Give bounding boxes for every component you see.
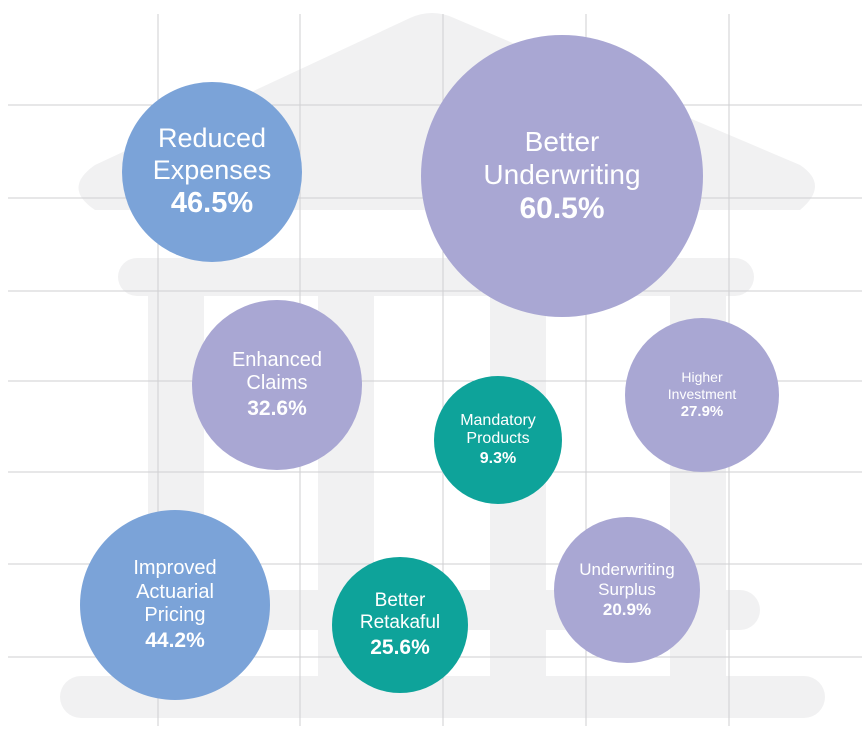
page: {"chart_data": {"type": "bubble", "categ… <box>0 0 868 740</box>
bubble-label: Improved Actuarial Pricing <box>133 557 216 628</box>
bubble-label: Enhanced Claims <box>232 349 322 396</box>
value-label: 46.5% <box>171 186 253 221</box>
value-label: 9.3% <box>480 449 516 468</box>
bubble-label: Higher Investment <box>668 369 736 402</box>
value-label: 20.9% <box>603 600 651 620</box>
bubble-label: Reduced Expenses <box>153 123 272 187</box>
value-label: 44.2% <box>145 628 205 653</box>
bubble-label: Better Underwriting <box>483 125 640 191</box>
bubble-label: Underwriting Surplus <box>579 560 674 600</box>
value-label: 25.6% <box>370 635 430 660</box>
value-label: 60.5% <box>519 191 604 227</box>
value-label: 32.6% <box>247 396 307 421</box>
value-label: 27.9% <box>681 403 724 421</box>
bubble-label: Mandatory Products <box>460 412 536 450</box>
bubble-label: Better Retakaful <box>360 590 440 635</box>
